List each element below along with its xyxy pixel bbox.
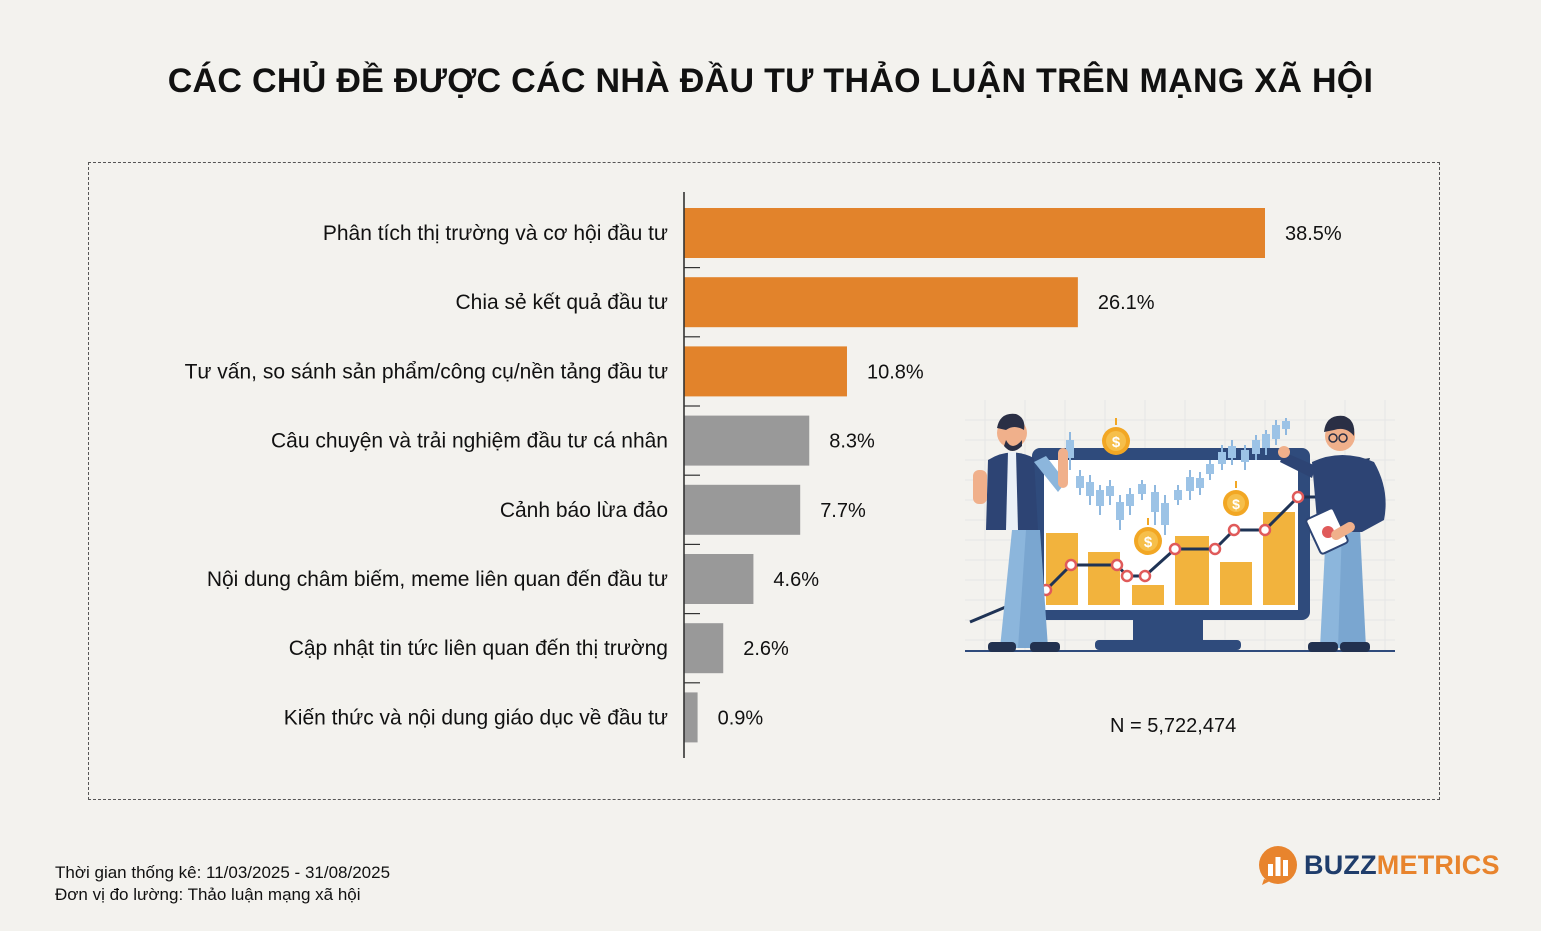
- buzzmetrics-logo-icon: [1259, 846, 1297, 885]
- svg-text:$: $: [1144, 534, 1153, 551]
- value-label: 0.9%: [718, 707, 764, 729]
- value-label: 10.8%: [867, 361, 924, 383]
- category-label: Chia sẻ kết quả đầu tư: [455, 291, 668, 314]
- bar-4: [684, 415, 810, 466]
- bar-6: [684, 554, 754, 604]
- dollar-coin-icon: $: [1134, 518, 1162, 555]
- bar-5: [684, 484, 801, 535]
- chart-title: CÁC CHỦ ĐỀ ĐƯỢC CÁC NHÀ ĐẦU TƯ THẢO LUẬN…: [167, 62, 1374, 100]
- svg-text:$: $: [1112, 434, 1121, 451]
- bar-8: [684, 692, 698, 743]
- footer-period: Thời gian thống kê: 11/03/2025 - 31/08/2…: [55, 863, 391, 882]
- bar-2: [684, 277, 1078, 328]
- value-label: 4.6%: [773, 569, 819, 591]
- category-label: Tư vấn, so sánh sản phẩm/công cụ/nền tản…: [185, 360, 668, 383]
- category-label: Nội dung châm biếm, meme liên quan đến đ…: [207, 568, 668, 591]
- footer-unit: Đơn vị đo lường: Thảo luận mạng xã hội: [55, 885, 361, 904]
- value-label: 8.3%: [829, 431, 875, 453]
- footer-notes: Thời gian thống kê: 11/03/2025 - 31/08/2…: [55, 862, 390, 906]
- dollar-coin-icon: $: [1102, 418, 1130, 455]
- value-label: 26.1%: [1098, 292, 1155, 314]
- bar-3: [684, 346, 847, 397]
- dollar-coin-icon: $: [1223, 481, 1249, 516]
- investor-right-figure: [1278, 415, 1386, 652]
- brand-logo: BUZZMETRICS: [1258, 843, 1500, 887]
- investors-illustration: $ $ $: [965, 400, 1395, 652]
- svg-text:$: $: [1232, 496, 1240, 512]
- investor-left-figure: [973, 413, 1068, 652]
- category-label: Kiến thức và nội dung giáo dục về đầu tư: [284, 706, 668, 729]
- chart-frame: [88, 162, 1440, 800]
- category-label: Cảnh báo lừa đảo: [500, 499, 668, 522]
- value-label: 7.7%: [820, 500, 866, 522]
- brand-name-part1: BUZZ: [1304, 849, 1377, 880]
- bar-7: [684, 623, 724, 674]
- category-label: Câu chuyện và trải nghiệm đầu tư cá nhân: [271, 430, 668, 453]
- brand-name-part2: METRICS: [1376, 849, 1500, 880]
- value-label: 2.6%: [743, 638, 789, 660]
- value-label: 38.5%: [1285, 223, 1342, 245]
- sample-size: N = 5,722,474: [1110, 715, 1237, 737]
- bar-1: [684, 208, 1265, 258]
- category-label: Phân tích thị trường và cơ hội đầu tư: [323, 222, 668, 245]
- category-label: Cập nhật tin tức liên quan đến thị trườn…: [289, 637, 668, 660]
